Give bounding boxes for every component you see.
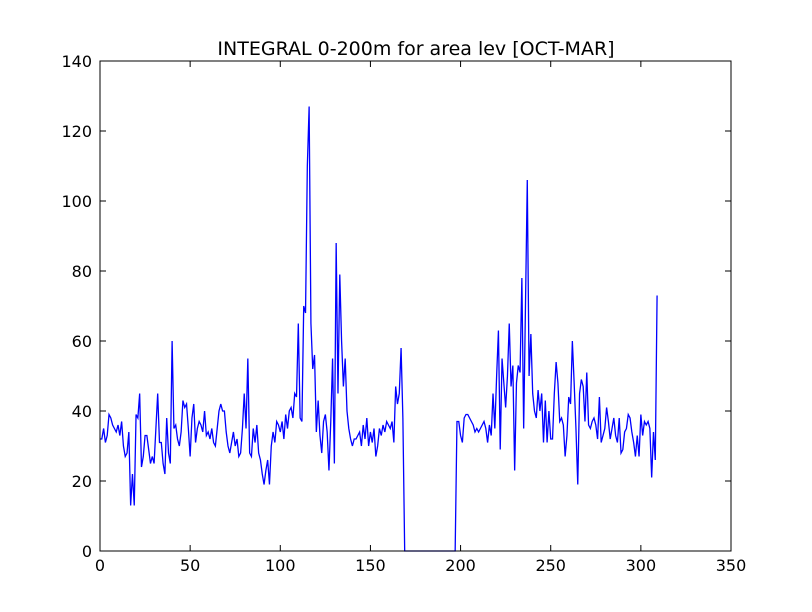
y-tick-label: 100 — [61, 192, 92, 211]
x-tick-label: 150 — [355, 556, 386, 575]
plot-frame — [99, 60, 732, 552]
y-tick-label: 140 — [61, 52, 92, 71]
x-tick-label: 300 — [626, 556, 657, 575]
x-tick-label: 200 — [445, 556, 476, 575]
y-tick-label: 120 — [61, 122, 92, 141]
y-tick-label: 0 — [82, 542, 92, 561]
y-tick-label: 80 — [72, 262, 92, 281]
y-tick-label: 60 — [72, 332, 92, 351]
x-tick-label: 100 — [265, 556, 296, 575]
chart-title: INTEGRAL 0-200m for area lev [OCT-MAR] — [217, 38, 614, 60]
x-tick-label: 250 — [535, 556, 566, 575]
x-tick-label: 50 — [180, 556, 200, 575]
x-tick-label: 350 — [716, 556, 747, 575]
x-tick-label: 0 — [95, 556, 105, 575]
data-line — [100, 106, 658, 552]
y-tick-label: 20 — [72, 472, 92, 491]
y-tick-label: 40 — [72, 402, 92, 421]
